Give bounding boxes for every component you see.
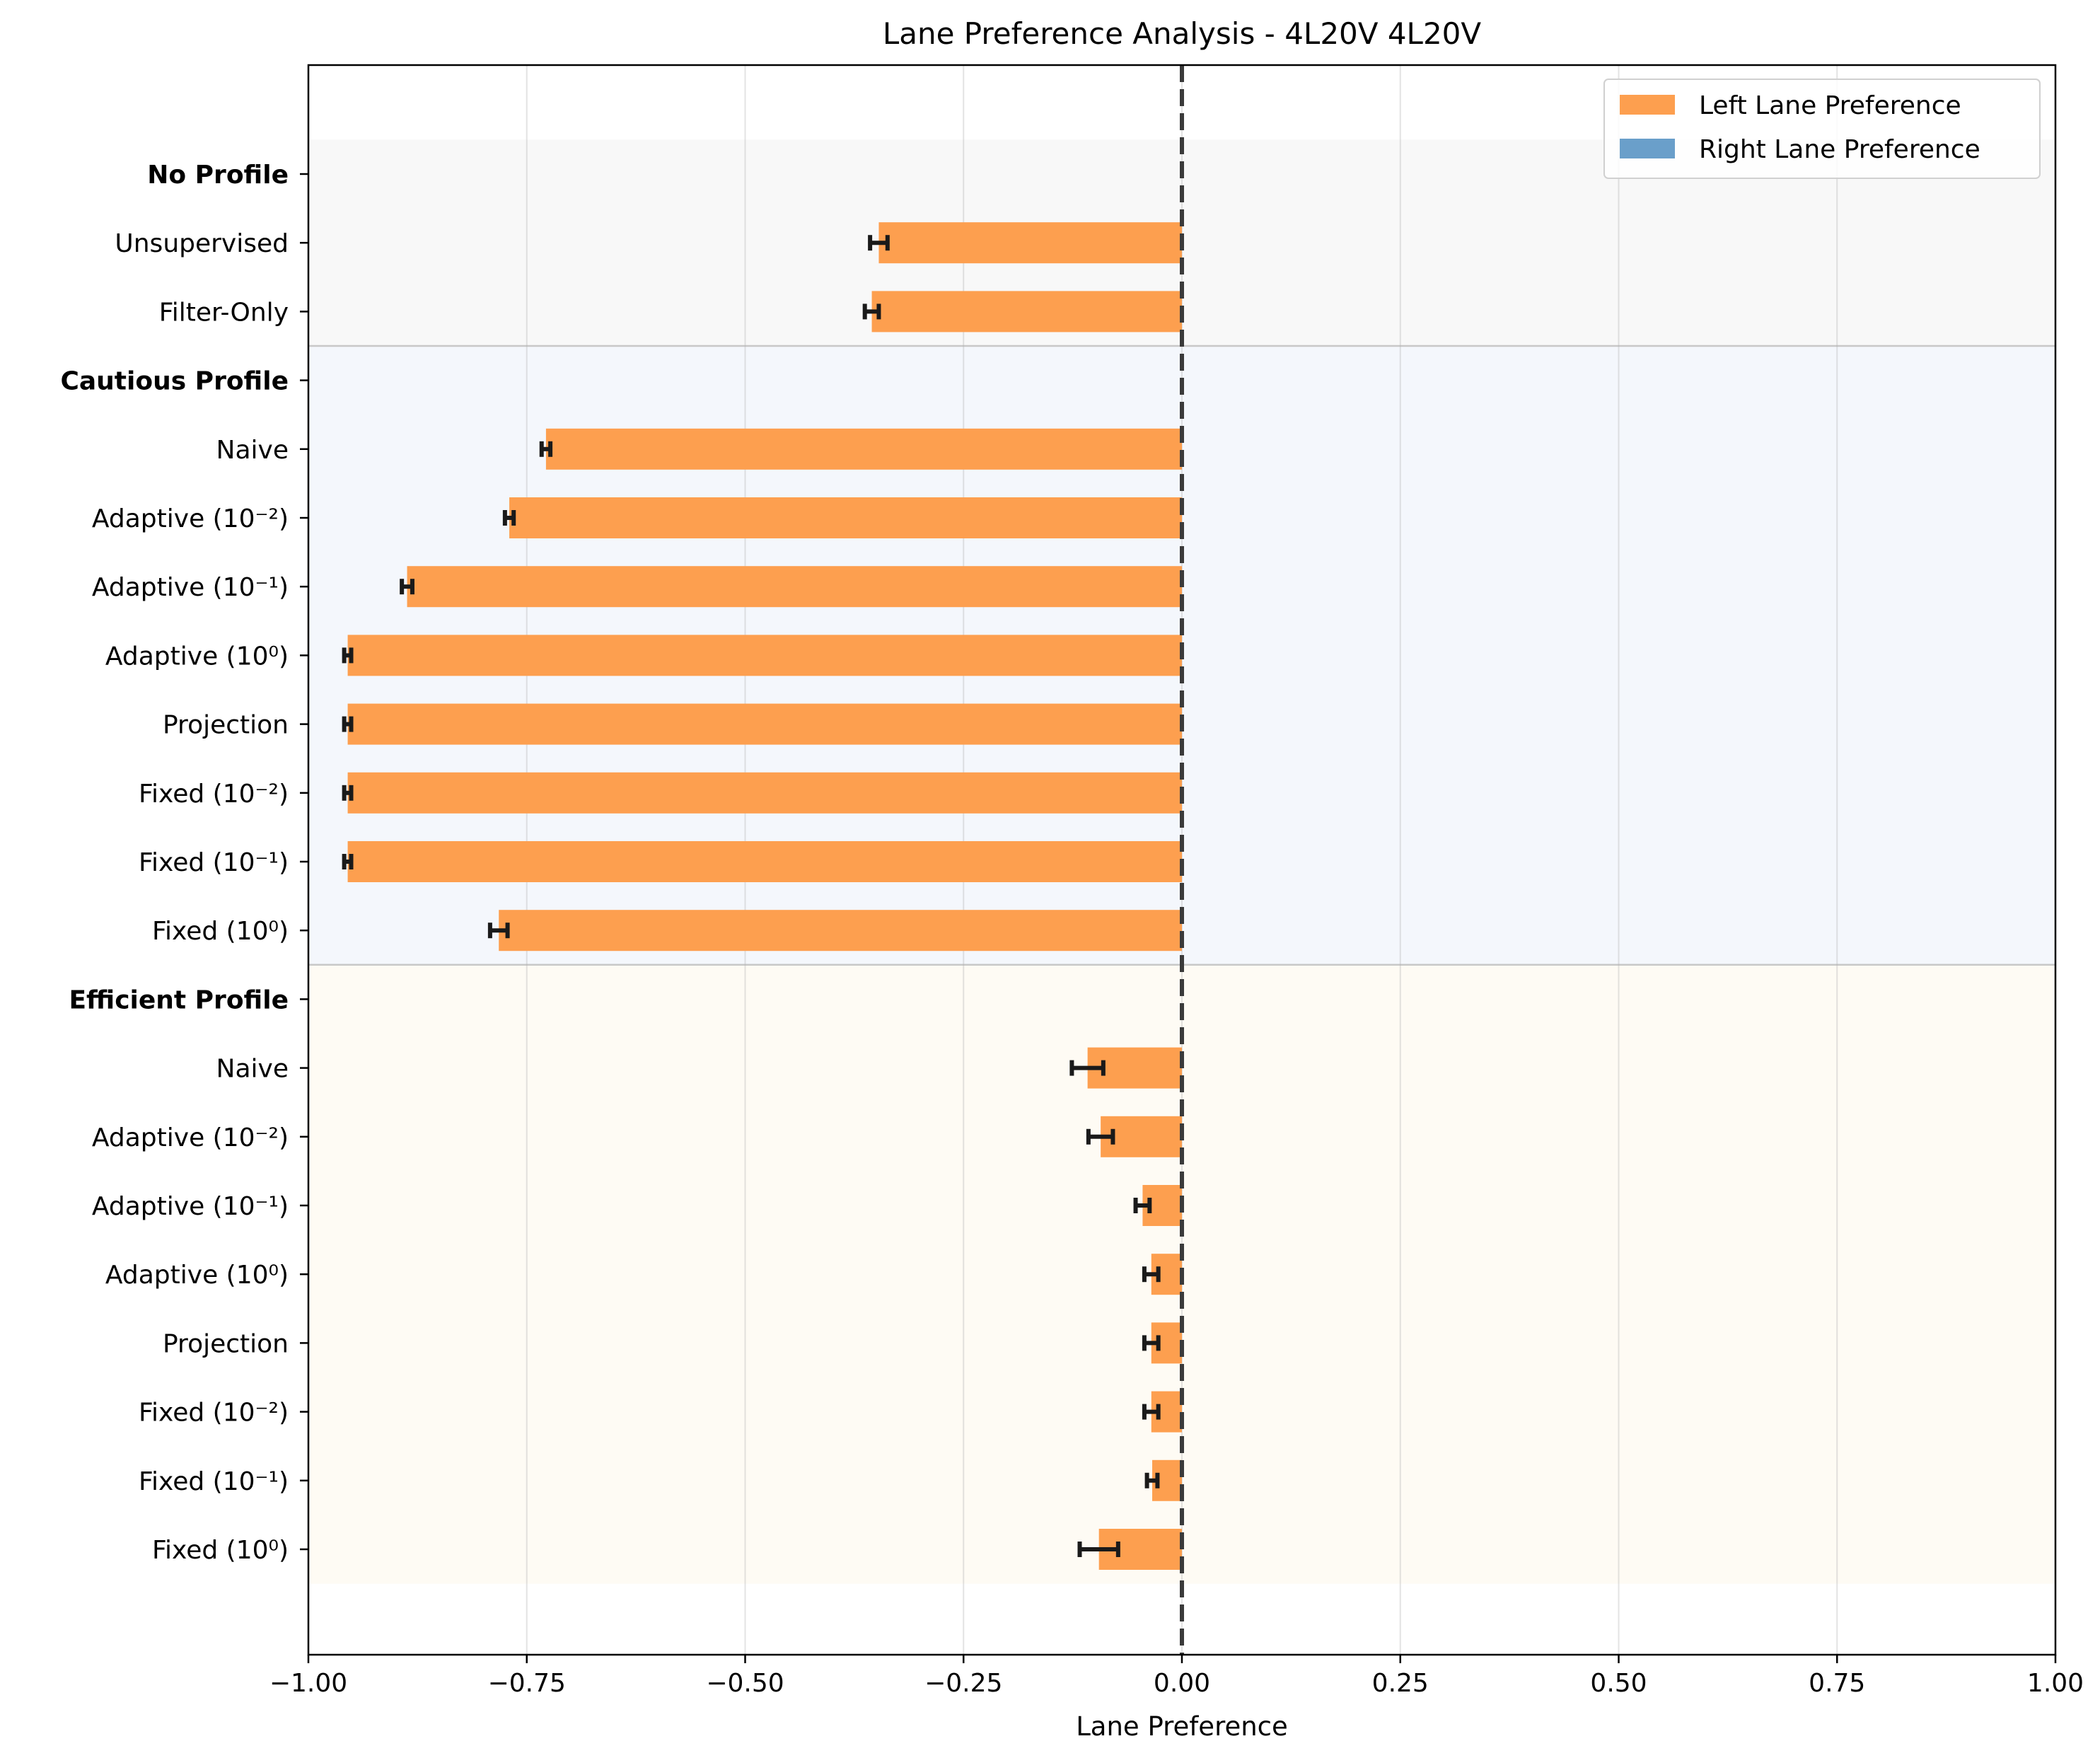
category-label: Naive [216, 1055, 289, 1084]
category-label: Adaptive (10⁻²) [92, 504, 289, 533]
legend-swatch-left-lane [1620, 95, 1675, 115]
bar-cautious-profile-fixed-10 [347, 772, 1183, 814]
legend-label-left-lane: Left Lane Preference [1699, 91, 1961, 120]
category-label: Fixed (10⁻¹) [139, 1467, 289, 1496]
bar-cautious-profile-adaptive-10 [407, 566, 1183, 608]
bar-cautious-profile-fixed-10 [347, 841, 1183, 882]
category-label: Naive [216, 436, 289, 465]
category-label: Adaptive (10⁻¹) [92, 573, 289, 602]
category-label: Adaptive (10⁻²) [92, 1123, 289, 1152]
category-label: Projection [163, 1329, 289, 1358]
group-label: Cautious Profile [60, 367, 289, 396]
x-tick-label: 0.00 [1154, 1669, 1210, 1698]
category-label: Filter-Only [159, 298, 289, 327]
bar-no-profile-filter-only [871, 291, 1182, 332]
x-axis-title: Lane Preference [1076, 1711, 1288, 1742]
bar-no-profile-unsupervised [878, 222, 1182, 264]
error-bar [1086, 1128, 1115, 1145]
legend-label-right-lane: Right Lane Preference [1699, 135, 1980, 164]
bar-cautious-profile-projection [347, 703, 1183, 745]
x-tick-label: −0.50 [706, 1669, 784, 1698]
category-label: Fixed (10⁻²) [139, 1399, 289, 1428]
error-bar [1144, 1472, 1160, 1488]
error-bar [342, 716, 354, 732]
x-tick-label: 0.75 [1809, 1669, 1865, 1698]
error-bar [1142, 1335, 1161, 1351]
bar-cautious-profile-naive [545, 428, 1182, 470]
category-label: Adaptive (10⁰) [105, 1261, 289, 1290]
x-tick-label: 1.00 [2027, 1669, 2084, 1698]
legend-frame [1603, 79, 2041, 179]
error-bar [1142, 1404, 1161, 1420]
category-label: Fixed (10⁻²) [139, 780, 289, 809]
bar-cautious-profile-fixed-10 [499, 910, 1182, 952]
error-bar [1142, 1266, 1161, 1283]
group-label: No Profile [147, 161, 289, 190]
category-label: Fixed (10⁰) [152, 917, 289, 946]
bars [347, 222, 1183, 1570]
legend: Left Lane Preference Right Lane Preferen… [1603, 79, 2041, 179]
x-tick-label: −1.00 [269, 1669, 347, 1698]
x-tick-label: 0.50 [1590, 1669, 1647, 1698]
error-bar [1133, 1198, 1152, 1213]
error-bar [400, 579, 414, 595]
category-label: Adaptive (10⁻¹) [92, 1192, 289, 1221]
x-tick-label: −0.25 [924, 1669, 1002, 1698]
legend-swatch-right-lane [1620, 139, 1675, 158]
bar-cautious-profile-adaptive-10 [509, 497, 1182, 538]
error-bar [502, 510, 516, 526]
error-bar [1069, 1060, 1106, 1076]
x-axis-ticks: −1.00 −0.75 −0.50 −0.25 0.00 0.25 0.50 0.75 1.00 [269, 1655, 2084, 1698]
category-label: Fixed (10⁰) [152, 1536, 289, 1565]
error-bar [1077, 1542, 1120, 1557]
error-bar [342, 785, 354, 801]
error-bar [539, 441, 553, 457]
group-label: Efficient Profile [69, 985, 289, 1014]
x-tick-label: 0.25 [1372, 1669, 1429, 1698]
x-tick-label: −0.75 [488, 1669, 566, 1698]
error-bar [342, 854, 354, 869]
category-label: Projection [163, 711, 289, 740]
category-label: Unsupervised [115, 229, 289, 258]
error-bar [487, 923, 510, 939]
category-label: Adaptive (10⁰) [105, 642, 289, 671]
category-label: Fixed (10⁻¹) [139, 848, 289, 877]
error-bars [342, 235, 1161, 1557]
error-bar [862, 303, 881, 320]
chart-title: Lane Preference Analysis - 4L20V 4L20V [883, 16, 1482, 51]
error-bar [868, 235, 890, 251]
error-bar [342, 647, 354, 664]
bar-cautious-profile-adaptive-10 [347, 635, 1183, 676]
y-axis-ticks: No Profile Unsupervised Filter-Only Cautiou… [60, 161, 308, 1565]
